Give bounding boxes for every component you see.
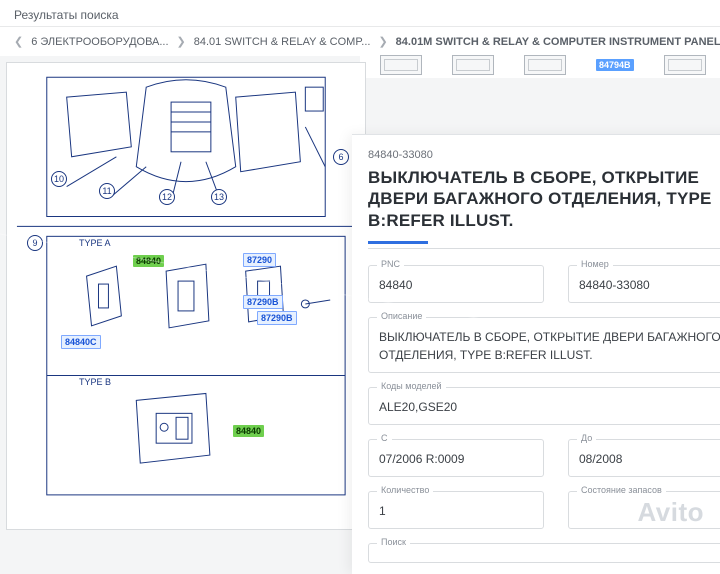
diagram-svg	[7, 63, 365, 529]
field-value: ALE20,GSE20	[379, 400, 457, 414]
part-tag[interactable]: 84840C	[61, 335, 101, 349]
chevron-icon: ❯	[177, 35, 186, 48]
field-label: PNC	[377, 259, 404, 269]
part-tag[interactable]: 87290	[243, 253, 276, 267]
part-title: ВЫКЛЮЧАТЕЛЬ В СБОРЕ, ОТКРЫТИЕ ДВЕРИ БАГА…	[368, 167, 720, 231]
part-tag[interactable]: 84840	[233, 425, 264, 437]
diagram-callout: 9	[27, 235, 43, 251]
field-value: 07/2006 R:0009	[379, 452, 464, 466]
field-label: Поиск	[377, 537, 410, 547]
part-tag[interactable]: 87290B	[257, 311, 297, 325]
field-qty: Количество 1	[368, 491, 544, 529]
field-label: Коды моделей	[377, 381, 446, 391]
diagram-callout: 10	[51, 171, 67, 187]
field-description: Описание ВЫКЛЮЧАТЕЛЬ В СБОРЕ, ОТКРЫТИЕ Д…	[368, 317, 720, 373]
field-label: До	[577, 433, 596, 443]
diagram-callout: 13	[211, 189, 227, 205]
page-header: Результаты поиска	[0, 0, 720, 27]
field-label: Состояние запасов	[577, 485, 666, 495]
field-label: Описание	[377, 311, 426, 321]
watermark: Avito	[637, 497, 704, 528]
parts-diagram[interactable]: 10 11 12 13 6 9 TYPE A TYPE B 84840 8729…	[6, 62, 366, 530]
field-label: С	[377, 433, 392, 443]
breadcrumb-item[interactable]: 6 ЭЛЕКТРООБОРУДОВА...	[31, 36, 168, 48]
divider	[368, 248, 720, 249]
field-pnc: PNC 84840	[368, 265, 544, 303]
part-tag[interactable]: 84840	[133, 255, 164, 267]
field-value: 1	[379, 504, 386, 518]
diagram-callout: 6	[333, 149, 349, 165]
field-label: Номер	[577, 259, 613, 269]
breadcrumb-item-active[interactable]: 84.01M SWITCH & RELAY & COMPUTER INSTRUM…	[396, 36, 720, 48]
diagram-type-label: TYPE B	[79, 377, 111, 387]
field-label: Количество	[377, 485, 433, 495]
field-from: С 07/2006 R:0009	[368, 439, 544, 477]
field-to: До 08/2008	[568, 439, 720, 477]
field-models: Коды моделей ALE20,GSE20	[368, 387, 720, 425]
field-value: ВЫКЛЮЧАТЕЛЬ В СБОРЕ, ОТКРЫТИЕ ДВЕРИ БАГА…	[379, 330, 720, 362]
diagram-type-label: TYPE A	[79, 238, 111, 248]
diagram-callout: 11	[99, 183, 115, 199]
field-value: 84840-33080	[579, 278, 650, 292]
field-search[interactable]: Поиск	[368, 543, 720, 563]
part-number: 84840-33080	[368, 149, 720, 161]
page-title: Результаты поиска	[14, 8, 119, 22]
breadcrumb-item[interactable]: 84.01 SWITCH & RELAY & COMP...	[194, 36, 371, 48]
chevron-icon: ❯	[378, 35, 387, 48]
accent-rule	[368, 241, 428, 244]
part-tag[interactable]: 87290B	[243, 295, 283, 309]
field-value: 08/2008	[579, 452, 622, 466]
diagram-callout: 12	[159, 189, 175, 205]
chevron-icon: ❮	[14, 35, 23, 48]
field-number: Номер 84840-33080	[568, 265, 720, 303]
field-value: 84840	[379, 278, 412, 292]
